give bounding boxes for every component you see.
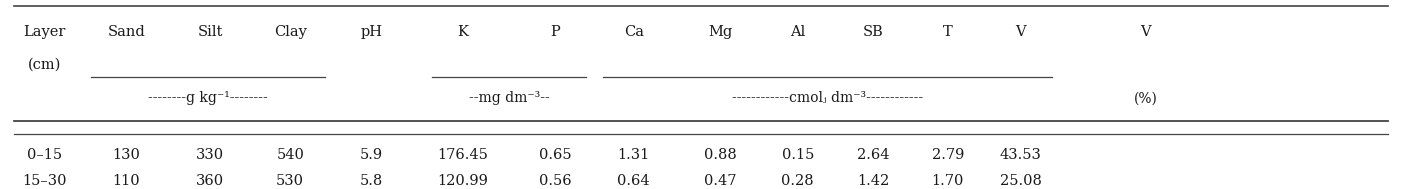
Text: 15–30: 15–30 bbox=[22, 174, 67, 188]
Text: 2.64: 2.64 bbox=[857, 148, 890, 162]
Text: V: V bbox=[1140, 25, 1151, 39]
Text: 1.42: 1.42 bbox=[857, 174, 890, 188]
Text: 540: 540 bbox=[276, 148, 304, 162]
Text: Sand: Sand bbox=[108, 25, 144, 39]
Text: 110: 110 bbox=[112, 174, 140, 188]
Text: pH: pH bbox=[360, 25, 383, 39]
Text: P: P bbox=[551, 25, 559, 39]
Text: 0.15: 0.15 bbox=[781, 148, 815, 162]
Text: (cm): (cm) bbox=[28, 57, 62, 71]
Text: 0.47: 0.47 bbox=[704, 174, 737, 188]
Text: 0.64: 0.64 bbox=[617, 174, 651, 188]
Text: 1.70: 1.70 bbox=[931, 174, 965, 188]
Text: 43.53: 43.53 bbox=[1000, 148, 1042, 162]
Text: --mg dm⁻³--: --mg dm⁻³-- bbox=[468, 91, 550, 105]
Text: 25.08: 25.08 bbox=[1000, 174, 1042, 188]
Text: 176.45: 176.45 bbox=[437, 148, 488, 162]
Text: Ca: Ca bbox=[624, 25, 644, 39]
Text: 0.65: 0.65 bbox=[538, 148, 572, 162]
Text: 120.99: 120.99 bbox=[437, 174, 488, 188]
Text: --------g kg⁻¹--------: --------g kg⁻¹-------- bbox=[149, 91, 268, 105]
Text: 1.31: 1.31 bbox=[617, 148, 651, 162]
Text: 2.79: 2.79 bbox=[931, 148, 965, 162]
Text: Silt: Silt bbox=[198, 25, 223, 39]
Text: 0.88: 0.88 bbox=[704, 148, 737, 162]
Text: T: T bbox=[944, 25, 952, 39]
Text: 5.9: 5.9 bbox=[360, 148, 383, 162]
Text: (%): (%) bbox=[1133, 91, 1158, 105]
Text: 0.28: 0.28 bbox=[781, 174, 815, 188]
Text: 0–15: 0–15 bbox=[27, 148, 63, 162]
Text: Clay: Clay bbox=[273, 25, 307, 39]
Text: Al: Al bbox=[791, 25, 805, 39]
Text: K: K bbox=[457, 25, 468, 39]
Text: 530: 530 bbox=[276, 174, 304, 188]
Text: 330: 330 bbox=[196, 148, 224, 162]
Text: SB: SB bbox=[864, 25, 883, 39]
Text: 0.56: 0.56 bbox=[538, 174, 572, 188]
Text: V: V bbox=[1015, 25, 1026, 39]
Text: 360: 360 bbox=[196, 174, 224, 188]
Text: ------------cmolⱼ dm⁻³------------: ------------cmolⱼ dm⁻³------------ bbox=[732, 91, 923, 105]
Text: 5.8: 5.8 bbox=[360, 174, 383, 188]
Text: 130: 130 bbox=[112, 148, 140, 162]
Text: Mg: Mg bbox=[708, 25, 733, 39]
Text: Layer: Layer bbox=[24, 25, 66, 39]
